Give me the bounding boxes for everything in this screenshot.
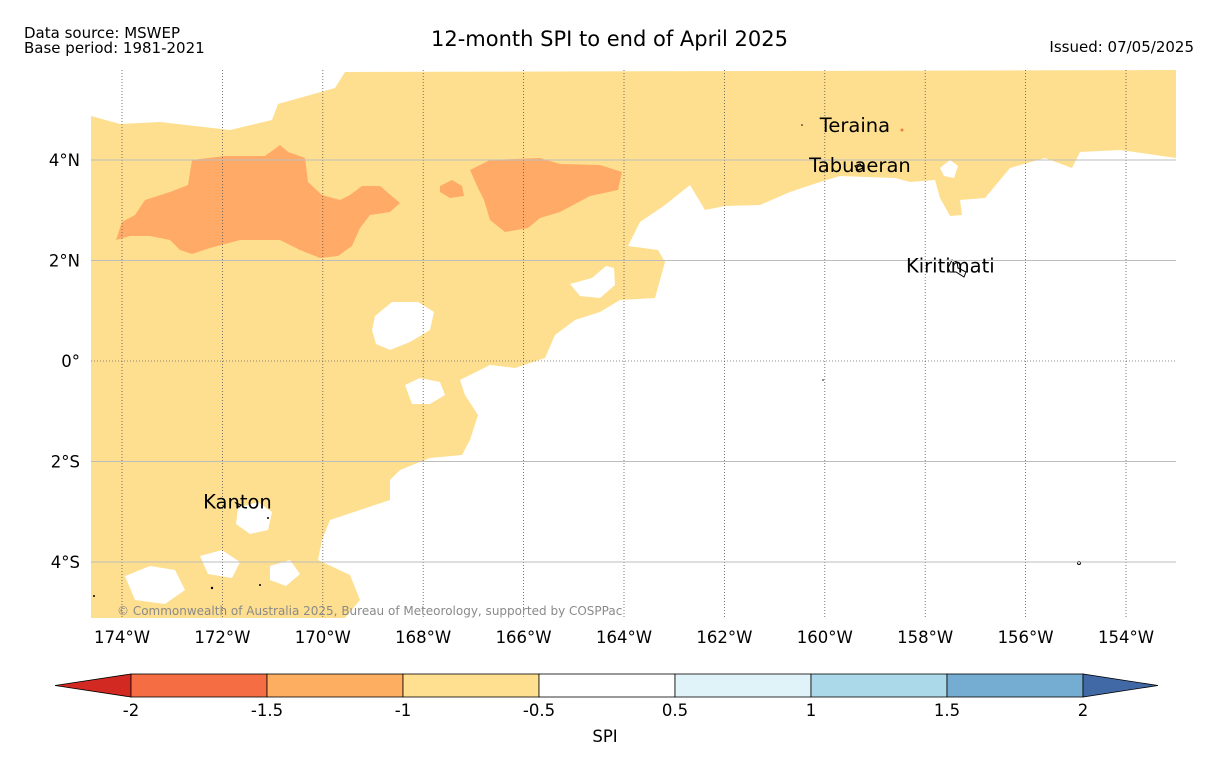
island-outline bbox=[93, 595, 95, 597]
island-outline bbox=[854, 163, 864, 171]
colorbar-tick-label: -2 bbox=[123, 701, 139, 720]
gridlines bbox=[91, 70, 1176, 618]
longitude-tick-label: 166°W bbox=[496, 628, 552, 647]
spi-region-moderate-dry bbox=[440, 180, 464, 198]
place-label: Tabuaeran bbox=[808, 154, 911, 177]
colorbar-tick-label: 1 bbox=[806, 701, 817, 720]
spi-colorbar: -2 -1.5 -1 -0.5 0.5 1 1.5 2 bbox=[54, 673, 1159, 720]
colorbar-tick-label: -1 bbox=[395, 701, 411, 720]
longitude-tick-label: 170°W bbox=[295, 628, 351, 647]
island-outline bbox=[900, 128, 904, 132]
colorbar-tick-label: -0.5 bbox=[523, 701, 555, 720]
island-outline bbox=[259, 584, 261, 586]
longitude-tick-label: 154°W bbox=[1098, 628, 1154, 647]
base-period-label: Base period: 1981-2021 bbox=[24, 39, 205, 57]
spi-near-normal-patch bbox=[236, 502, 272, 534]
colorbar-bin bbox=[946, 673, 1084, 698]
place-labels: Teraina Tabuaeran Kiritimati Kanton bbox=[203, 114, 995, 514]
island-outline bbox=[234, 501, 243, 508]
colorbar-label: SPI bbox=[592, 727, 617, 746]
colorbar-extend-high bbox=[1082, 673, 1159, 698]
spi-region-moderate-dry bbox=[116, 145, 400, 258]
longitude-tick-label: 172°W bbox=[194, 628, 250, 647]
island-outline bbox=[822, 379, 824, 381]
colorbar-bin bbox=[130, 673, 268, 698]
copyright-notice: © Commonwealth of Australia 2025, Bureau… bbox=[117, 604, 622, 618]
island-outline bbox=[801, 124, 803, 126]
colorbar-tick-label: -1.5 bbox=[251, 701, 283, 720]
colorbar-tick-label: 0.5 bbox=[662, 701, 688, 720]
spi-near-normal-patch bbox=[200, 550, 240, 578]
colorbar-tick-label: 1.5 bbox=[934, 701, 960, 720]
spi-near-normal-patch bbox=[940, 160, 958, 178]
longitude-tick-label: 168°W bbox=[395, 628, 451, 647]
place-label: Kanton bbox=[203, 491, 272, 514]
issued-date: Issued: 07/05/2025 bbox=[1049, 38, 1194, 56]
map-title: 12-month SPI to end of April 2025 bbox=[430, 27, 789, 51]
spi-region-moderate-dry bbox=[470, 158, 622, 232]
place-label: Kiritimati bbox=[906, 255, 995, 278]
latitude-tick-labels: 4°N 2°N 0° 2°S 4°S bbox=[49, 151, 80, 572]
longitude-tick-label: 174°W bbox=[94, 628, 150, 647]
spi-near-normal-patch bbox=[570, 266, 615, 298]
longitude-tick-label: 164°W bbox=[596, 628, 652, 647]
longitude-tick-label: 160°W bbox=[797, 628, 853, 647]
colorbar-bin bbox=[266, 673, 404, 698]
latitude-tick-label: 2°N bbox=[49, 252, 80, 271]
colorbar-bin bbox=[674, 673, 812, 698]
spi-near-normal-patch bbox=[270, 560, 300, 586]
island-outline bbox=[267, 517, 269, 519]
longitude-tick-label: 162°W bbox=[696, 628, 752, 647]
latitude-tick-label: 2°S bbox=[51, 453, 80, 472]
colorbar-extend-low bbox=[54, 673, 132, 698]
colorbar-bin bbox=[810, 673, 948, 698]
latitude-tick-label: 4°N bbox=[49, 151, 80, 170]
place-label: Teraina bbox=[819, 114, 890, 137]
colorbar-bin bbox=[402, 673, 540, 698]
spi-region-mild-dry bbox=[91, 70, 1176, 618]
longitude-tick-label: 156°W bbox=[998, 628, 1054, 647]
island-outline bbox=[210, 586, 214, 590]
spi-near-normal-patch bbox=[372, 302, 434, 350]
longitude-tick-label: 158°W bbox=[897, 628, 953, 647]
map-area bbox=[91, 70, 1176, 618]
spi-near-normal-patch bbox=[405, 378, 445, 404]
longitude-tick-labels: 174°W 172°W 170°W 168°W 166°W 164°W 162°W 160°W… bbox=[94, 628, 1154, 647]
data-source-label: Data source: MSWEP bbox=[24, 24, 181, 42]
spi-near-normal-patch bbox=[125, 566, 185, 604]
colorbar-bin bbox=[538, 673, 676, 698]
latitude-tick-label: 0° bbox=[61, 352, 80, 371]
colorbar-tick-label: 2 bbox=[1078, 701, 1089, 720]
latitude-tick-label: 4°S bbox=[51, 553, 80, 572]
